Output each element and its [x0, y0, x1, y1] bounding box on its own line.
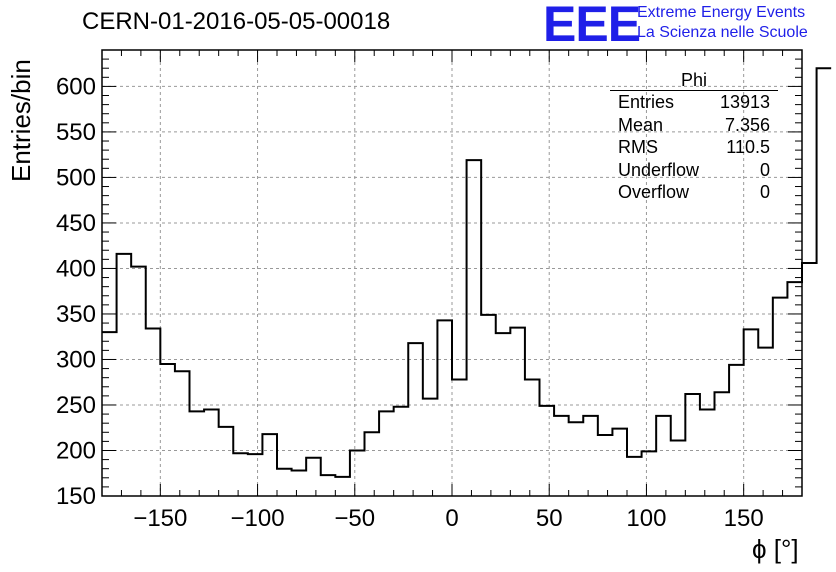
y-tick-label: 400 [56, 255, 96, 282]
histogram-bin [423, 399, 438, 496]
x-tick-label: 100 [626, 505, 666, 532]
y-tick-label: 550 [56, 119, 96, 146]
y-tick-label: 250 [56, 392, 96, 419]
histogram-bin [510, 328, 525, 496]
y-tick-label: 150 [56, 483, 96, 510]
histogram-bin [802, 263, 817, 496]
x-tick-label: 150 [724, 505, 764, 532]
x-axis-label: ϕ [°] [752, 534, 799, 564]
stats-value: 13913 [719, 92, 770, 112]
histogram-bin [729, 365, 744, 496]
histogram-bin [583, 416, 598, 496]
stats-value: 0 [759, 159, 770, 180]
histogram-bin [408, 343, 423, 496]
y-tick-label: 200 [56, 437, 96, 464]
histogram-bin [248, 454, 263, 496]
histogram-bin [496, 333, 511, 496]
histogram-series-line [102, 67, 832, 478]
histogram-bin [219, 427, 234, 496]
histogram-bin [700, 410, 715, 496]
histogram-bin [437, 320, 452, 496]
y-tick-label: 500 [56, 164, 96, 191]
histogram-bin [350, 450, 365, 496]
stats-value: 110.5 [726, 137, 770, 157]
x-tick-label: 50 [536, 505, 563, 532]
histogram-bin [627, 457, 642, 496]
y-tick-label: 600 [56, 73, 96, 100]
histogram-bin [292, 471, 307, 496]
stats-label: Overflow [618, 182, 690, 202]
histogram-bin [773, 298, 788, 496]
x-tick-label: −150 [133, 505, 187, 532]
histogram-bin [642, 451, 657, 496]
x-tick-label: −100 [231, 505, 285, 532]
y-tick-label: 450 [56, 210, 96, 237]
stats-label: Underflow [618, 159, 700, 180]
stats-row: Underflow 0 [610, 159, 778, 182]
stats-row: Overflow 0 [610, 181, 778, 204]
x-tick-label: −50 [334, 505, 375, 532]
histogram-bin [525, 379, 540, 496]
stats-value: 0 [759, 182, 770, 202]
histogram-bin [715, 392, 730, 496]
histogram-bin [467, 160, 482, 496]
logo-line-2: La Scienza nelle Scuole [637, 24, 808, 41]
stats-label: Entries [618, 92, 675, 112]
histogram-bin [612, 429, 627, 496]
stats-label: RMS [618, 137, 658, 157]
stats-box: Phi Entries 13913 Mean 7.356 RMS 110.5 Unde… [610, 70, 778, 204]
stats-value: 7.356 [724, 114, 770, 135]
histogram-bin [262, 434, 277, 496]
histogram-bin [160, 364, 175, 496]
histogram-bin [117, 254, 132, 496]
histogram-bin [569, 422, 584, 496]
histogram-bin [554, 416, 569, 496]
histogram-bin [758, 348, 773, 496]
y-tick-label: 350 [56, 301, 96, 328]
histogram-bin [481, 315, 496, 496]
histogram-bin [190, 411, 205, 496]
histogram-bin [744, 329, 759, 496]
histogram-bin [204, 410, 219, 496]
histogram-bin [365, 432, 380, 496]
histogram-bin [146, 329, 161, 496]
histogram-bin [394, 407, 409, 496]
histogram-bin [175, 371, 190, 496]
stats-row: Mean 7.356 [610, 114, 778, 137]
stats-row: RMS 110.5 [610, 136, 778, 159]
stats-row: Entries 13913 [610, 91, 778, 114]
stats-box-name: Phi [610, 70, 778, 91]
chart-title: CERN-01-2016-05-05-00018 [82, 8, 391, 35]
histogram-bin [598, 435, 613, 496]
histogram-bin [277, 469, 292, 496]
x-tick-label: 0 [445, 505, 458, 532]
logo-line-1: Extreme Energy Events [637, 4, 806, 21]
histogram-bin [379, 411, 394, 496]
histogram-bin [685, 394, 700, 496]
histogram-bin [452, 379, 467, 496]
histogram-bin [233, 453, 248, 496]
histogram-bin [306, 458, 321, 496]
histogram-bin [321, 475, 336, 496]
y-tick-label: 300 [56, 346, 96, 373]
histogram-bin [540, 406, 555, 496]
histogram-bin [131, 267, 146, 496]
histogram-bin [671, 440, 686, 496]
histogram-bin [656, 416, 671, 496]
eee-logo: EEE [543, 0, 641, 52]
y-axis-label: Entries/bin [6, 59, 36, 182]
eee-logo-text: Extreme Energy Events La Scienza nelle S… [637, 3, 808, 43]
stats-label: Mean [618, 114, 664, 135]
histogram-bin [335, 477, 350, 496]
histogram-bin [817, 68, 832, 496]
